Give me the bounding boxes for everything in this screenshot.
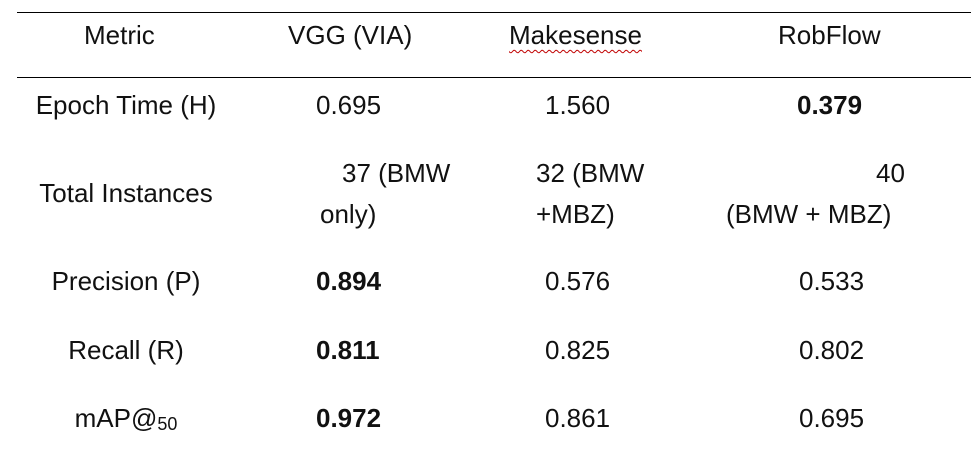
row-total-instances-robflow-line2: (BMW + MBZ) bbox=[726, 199, 892, 229]
row-map50-robflow: 0.695 bbox=[799, 403, 865, 433]
table-top-rule bbox=[17, 12, 971, 13]
row-epoch-time-label: Epoch Time (H) bbox=[35, 90, 217, 120]
row-recall-makesense: 0.825 bbox=[545, 335, 611, 365]
row-total-instances-vgg-line1: 37 (BMW bbox=[342, 158, 451, 188]
row-epoch-time-robflow: 0.379 bbox=[797, 90, 863, 120]
row-map50-makesense: 0.861 bbox=[545, 403, 611, 433]
table-header-rule bbox=[17, 77, 971, 78]
row-total-instances-makesense-line1: 32 (BMW bbox=[536, 158, 645, 188]
header-metric: Metric bbox=[84, 20, 155, 50]
row-precision-label: Precision (P) bbox=[51, 266, 201, 296]
row-total-instances-makesense-line2: +MBZ) bbox=[536, 199, 615, 229]
row-map50-label-prefix: mAP@ bbox=[74, 403, 158, 433]
row-recall-vgg: 0.811 bbox=[316, 335, 380, 365]
row-map50-label: mAP@50 bbox=[0, 400, 252, 442]
row-epoch-time-makesense: 1.560 bbox=[545, 90, 611, 120]
header-vgg: VGG (VIA) bbox=[288, 20, 413, 50]
row-precision-robflow: 0.533 bbox=[799, 266, 865, 296]
row-precision-makesense: 0.576 bbox=[545, 266, 611, 296]
row-recall-label: Recall (R) bbox=[68, 335, 184, 365]
row-map50-vgg: 0.972 bbox=[316, 403, 382, 433]
row-precision-vgg: 0.894 bbox=[316, 266, 382, 296]
row-total-instances-label: Total Instances bbox=[39, 178, 213, 208]
row-map50-label-subscript: 50 bbox=[157, 414, 178, 434]
header-robflow: RobFlow bbox=[778, 20, 881, 50]
header-makesense: Makesense bbox=[509, 20, 642, 50]
row-total-instances-robflow-line1: 40 bbox=[876, 158, 905, 188]
row-recall-robflow: 0.802 bbox=[799, 335, 865, 365]
row-epoch-time-vgg: 0.695 bbox=[316, 90, 382, 120]
row-total-instances-vgg-line2: only) bbox=[320, 199, 377, 229]
